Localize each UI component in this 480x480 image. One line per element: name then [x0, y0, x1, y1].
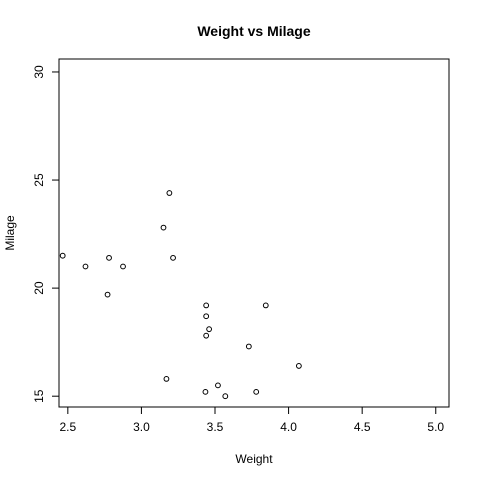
data-point [262, 302, 269, 309]
data-points [59, 190, 302, 400]
x-tick-label: 2.5 [59, 420, 76, 434]
data-point [82, 263, 89, 270]
y-axis: 15 20 25 30 [32, 65, 60, 403]
y-tick-label: 20 [32, 281, 46, 295]
y-tick-label: 15 [32, 389, 46, 403]
data-point [215, 382, 221, 389]
data-point [203, 313, 210, 320]
chart-title: Weight vs Milage [197, 23, 311, 39]
data-point [253, 388, 260, 395]
data-point [160, 224, 167, 231]
x-tick-label: 4.5 [354, 420, 371, 434]
x-axis-label: Weight [235, 452, 273, 466]
x-tick-label: 5.0 [427, 420, 444, 434]
data-point [206, 326, 213, 333]
x-tick-label: 4.0 [280, 420, 297, 434]
data-point [203, 302, 210, 309]
x-tick-label: 3.0 [133, 420, 150, 434]
data-point [203, 332, 210, 339]
data-point [104, 291, 111, 298]
y-axis-label: Milage [3, 215, 17, 251]
y-tick-label: 30 [32, 65, 46, 79]
data-point [106, 254, 112, 261]
y-tick-label: 25 [32, 173, 46, 187]
data-point [163, 376, 170, 382]
data-point [166, 190, 173, 196]
data-point [170, 254, 176, 261]
data-point [120, 263, 126, 270]
data-point [202, 388, 209, 395]
data-point [59, 252, 66, 259]
data-point [222, 393, 229, 400]
x-tick-label: 3.5 [207, 420, 224, 434]
data-point [295, 363, 302, 369]
x-axis: 2.5 3.0 3.5 4.0 4.5 5.0 [59, 406, 444, 434]
data-point [245, 343, 252, 350]
